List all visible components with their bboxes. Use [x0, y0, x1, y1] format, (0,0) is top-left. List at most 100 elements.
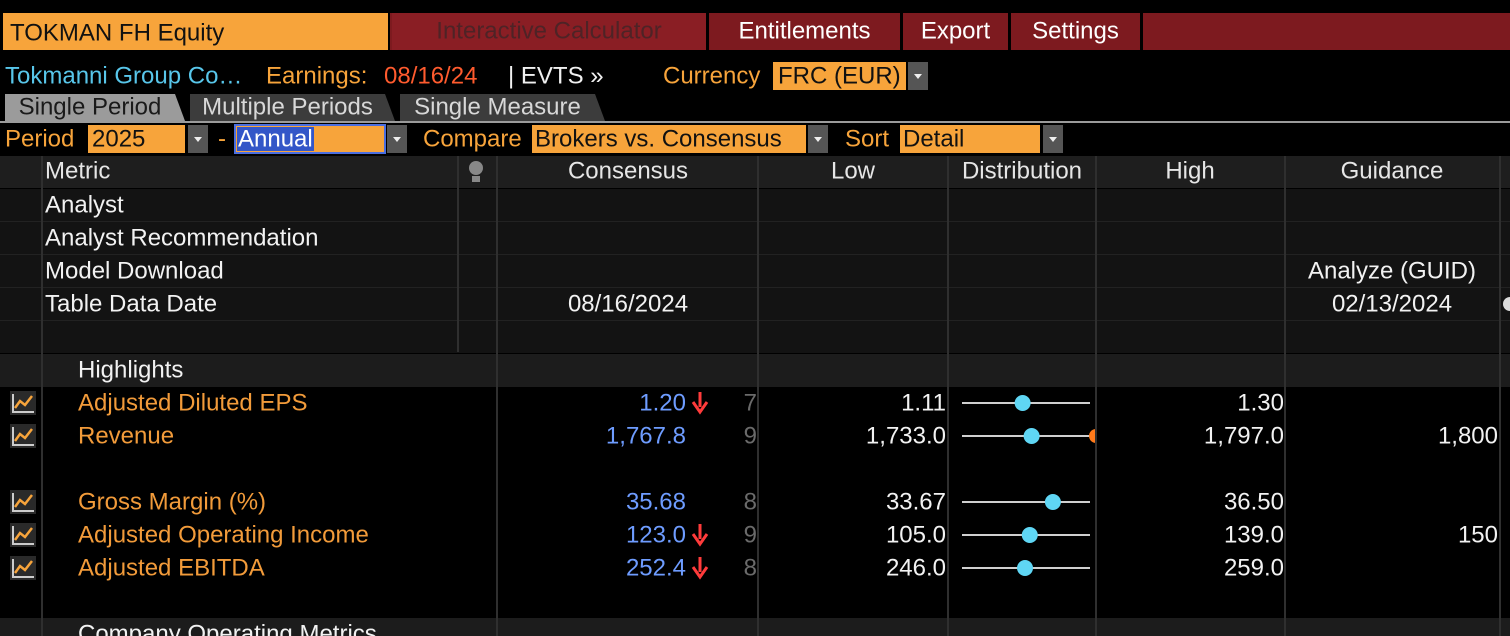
column-header[interactable]: Low [831, 158, 876, 185]
column-header[interactable]: High [1165, 158, 1214, 185]
metric-name[interactable]: Adjusted Operating Income [78, 522, 369, 549]
column-header[interactable]: Distribution [962, 158, 1082, 185]
chart-icon-axis [12, 493, 34, 512]
info-guidance[interactable]: 02/13/2024 [1332, 291, 1452, 318]
menu-item[interactable]: Interactive Calculator [436, 18, 661, 45]
tab-label[interactable]: Multiple Periods [202, 94, 373, 121]
consensus-value: 252.4 [626, 555, 686, 582]
section-title: Company Operating Metrics [78, 621, 377, 636]
chart-icon[interactable] [10, 523, 36, 547]
chart-icon-line [13, 560, 33, 574]
events-link[interactable]: | EVTS » [508, 63, 604, 90]
metric-name[interactable]: Gross Margin (%) [78, 489, 266, 516]
dropdown-arrow [194, 137, 202, 142]
guidance-value: 1,800 [1438, 423, 1498, 450]
high-value: 36.50 [1224, 489, 1284, 516]
menu-separator [1008, 13, 1011, 50]
menu-item-bg[interactable] [709, 13, 900, 50]
menu-item[interactable]: Entitlements [738, 18, 870, 45]
chart-icon-axis [12, 559, 34, 578]
guidance-dot [1089, 429, 1096, 443]
company-name[interactable]: Tokmanni Group Co… [5, 63, 242, 90]
tab[interactable] [190, 94, 395, 121]
chart-icon-axis [12, 526, 34, 545]
tab[interactable] [400, 94, 605, 121]
info-metric: Model Download [45, 258, 224, 285]
menu-item[interactable]: Settings [1032, 18, 1119, 45]
dropdown-arrow [1049, 137, 1057, 142]
tab-underline [0, 121, 1510, 123]
metric-name[interactable]: Adjusted EBITDA [78, 555, 265, 582]
metric-name[interactable]: Adjusted Diluted EPS [78, 390, 307, 417]
sort-value: Detail [903, 126, 964, 153]
currency-box[interactable] [773, 62, 906, 90]
column-header[interactable]: Guidance [1341, 158, 1444, 185]
chart-icon-line [13, 395, 33, 409]
low-value: 105.0 [886, 522, 946, 549]
menu-item-bg[interactable] [1011, 13, 1140, 50]
security: TOKMAN FH Equity [10, 20, 224, 47]
tab-label[interactable]: Single Period [19, 94, 162, 121]
estimate-count: 8 [744, 489, 757, 516]
estimate-count: 8 [744, 555, 757, 582]
consensus-dot [1017, 560, 1034, 576]
security-box[interactable] [3, 13, 388, 50]
low-value: 33.67 [886, 489, 946, 516]
high-value: 139.0 [1224, 522, 1284, 549]
column-header[interactable]: Metric [45, 158, 110, 185]
metric-name[interactable]: Revenue [78, 423, 174, 450]
tab[interactable] [5, 94, 185, 121]
estimate-count: 9 [744, 522, 757, 549]
period-box[interactable] [88, 125, 185, 153]
compare-box[interactable] [532, 125, 806, 153]
low-value: 246.0 [886, 555, 946, 582]
menu-separator [1140, 13, 1143, 50]
info-guidance[interactable]: Analyze (GUID) [1308, 258, 1476, 285]
sort-box[interactable] [900, 125, 1040, 153]
revision-arrow [691, 392, 709, 415]
high-value: 1,797.0 [1204, 423, 1284, 450]
chart-icon-axis [12, 427, 34, 446]
revision-arrow [691, 524, 709, 547]
chart-icon[interactable] [10, 424, 36, 448]
chart-icon-axis [12, 394, 34, 413]
scroll-indicator [1503, 297, 1510, 311]
guidance-value: 150 [1458, 522, 1498, 549]
info-consensus: 08/16/2024 [568, 291, 688, 318]
column-header[interactable]: Consensus [568, 158, 688, 185]
earnings-label: Earnings: [266, 63, 367, 90]
sort-label: Sort [845, 126, 889, 153]
consensus-dot [1021, 527, 1038, 543]
bulb-icon[interactable] [469, 161, 483, 175]
info-metric: Analyst [45, 192, 124, 219]
dropdown-arrow [914, 74, 922, 79]
chart-icon[interactable] [10, 490, 36, 514]
menu-item-bg[interactable] [392, 13, 706, 50]
section-header-bg [0, 354, 1510, 387]
tab-label[interactable]: Single Measure [414, 94, 581, 121]
menu-item-bg[interactable] [903, 13, 1008, 50]
consensus-value: 123.0 [626, 522, 686, 549]
currency-value: FRC (EUR) [778, 63, 901, 90]
compare-label: Compare [423, 126, 522, 153]
dropdown-arrow [814, 137, 822, 142]
consensus-dot [1044, 494, 1061, 510]
frequency-value: Annual [238, 126, 313, 153]
high-value: 259.0 [1224, 555, 1284, 582]
dropdown-arrow [393, 137, 401, 142]
earnings-date: 08/16/24 [384, 63, 477, 90]
high-value: 1.30 [1237, 390, 1284, 417]
estimate-count: 7 [744, 390, 757, 417]
menu-separator [900, 13, 903, 50]
consensus-dot [1014, 395, 1031, 411]
menu-item[interactable]: Export [921, 18, 991, 45]
info-rows-bg [0, 189, 1510, 353]
chart-icon[interactable] [10, 391, 36, 415]
low-value: 1,733.0 [866, 423, 946, 450]
compare-value: Brokers vs. Consensus [535, 126, 782, 153]
chart-icon[interactable] [10, 556, 36, 580]
period-label: Period [5, 126, 74, 153]
separator: - [218, 126, 226, 153]
